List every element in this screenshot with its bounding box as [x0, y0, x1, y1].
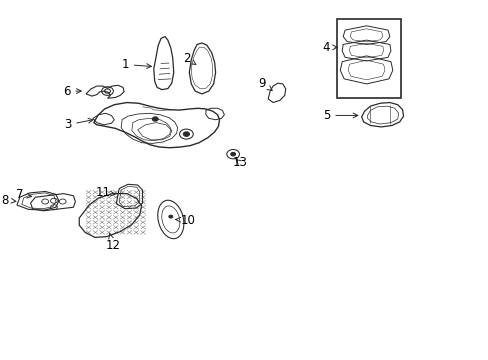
Circle shape — [230, 152, 235, 156]
Text: 8: 8 — [1, 194, 16, 207]
Text: 1: 1 — [121, 58, 151, 71]
Text: 4: 4 — [321, 41, 337, 54]
Text: 6: 6 — [63, 85, 81, 98]
Text: 3: 3 — [64, 118, 93, 131]
Text: 13: 13 — [232, 156, 247, 169]
Circle shape — [168, 215, 172, 218]
Text: 2: 2 — [183, 51, 196, 64]
Circle shape — [152, 117, 158, 121]
Text: 5: 5 — [322, 109, 357, 122]
Bar — [337, 19, 400, 98]
Text: 11: 11 — [96, 186, 115, 199]
Circle shape — [183, 132, 189, 136]
Text: 10: 10 — [175, 214, 195, 227]
Text: 12: 12 — [105, 234, 121, 252]
Text: 9: 9 — [258, 77, 272, 90]
Text: 7: 7 — [16, 188, 32, 201]
